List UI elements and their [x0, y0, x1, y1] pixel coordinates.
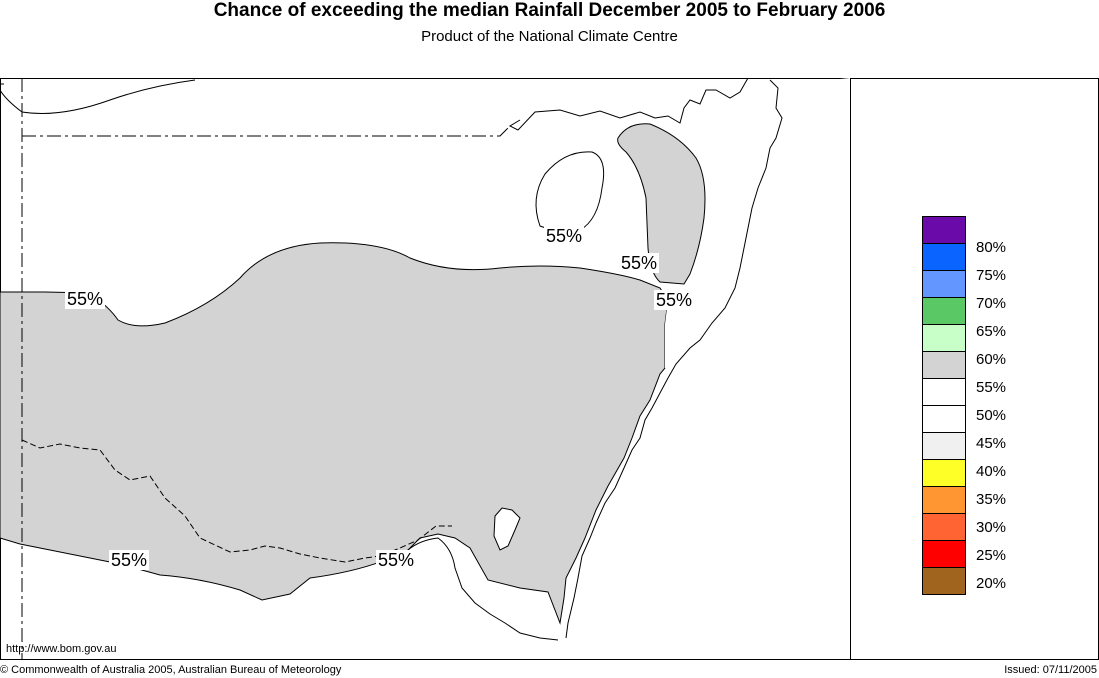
legend-label: 45% — [976, 435, 1007, 452]
map-subtitle: Product of the National Climate Centre — [421, 28, 678, 45]
legend-label: 55% — [976, 379, 1007, 396]
legend-label: 70% — [976, 295, 1007, 312]
source-url: http://www.bom.gov.au — [6, 643, 117, 655]
legend-swatch — [922, 216, 966, 244]
legend-label: 50% — [976, 407, 1007, 424]
state-border-north — [22, 125, 511, 137]
legend-swatch — [922, 324, 966, 352]
legend-swatch — [922, 486, 966, 514]
contour-northwest — [0, 79, 196, 114]
coastal-strip — [665, 78, 850, 378]
south-coast-boundary — [407, 537, 559, 641]
map-title: Chance of exceeding the median Rainfall … — [213, 0, 886, 21]
legend-label: 40% — [976, 463, 1007, 480]
legend-swatch — [922, 270, 966, 298]
contour-label: 55% — [376, 550, 417, 570]
legend-swatch — [922, 405, 966, 433]
legend-label: 65% — [976, 323, 1007, 340]
unshaded-bubble — [535, 151, 605, 232]
legend-swatch — [922, 243, 966, 271]
legend-swatch — [922, 378, 966, 406]
shaded-region-northeast — [617, 123, 706, 285]
legend-swatch — [922, 432, 966, 460]
legend-swatch — [922, 567, 966, 595]
legend-label: 75% — [976, 267, 1007, 284]
legend-label: 80% — [976, 239, 1007, 256]
state-border-south — [21, 439, 452, 563]
copyright-notice: © Commonwealth of Australia 2005, Austra… — [0, 664, 342, 676]
legend-swatch — [922, 513, 966, 541]
contour-label: 55% — [654, 290, 695, 310]
coastline — [508, 78, 783, 639]
legend-label: 35% — [976, 491, 1007, 508]
contour-label: 55% — [65, 289, 106, 309]
contour-label: 55% — [109, 550, 150, 570]
contour-label: 55% — [544, 226, 585, 246]
issued-date: Issued: 07/11/2005 — [1004, 664, 1097, 676]
legend-swatch — [922, 297, 966, 325]
legend-label: 30% — [976, 519, 1007, 536]
color-legend — [922, 216, 966, 595]
rainfall-map — [0, 78, 850, 659]
legend-divider — [850, 78, 851, 659]
legend-swatch — [922, 459, 966, 487]
legend-label: 20% — [976, 575, 1007, 592]
legend-swatch — [922, 351, 966, 379]
legend-swatch — [922, 540, 966, 568]
legend-label: 25% — [976, 547, 1007, 564]
legend-label: 60% — [976, 351, 1007, 368]
island — [493, 507, 521, 551]
contour-label: 55% — [619, 253, 660, 273]
